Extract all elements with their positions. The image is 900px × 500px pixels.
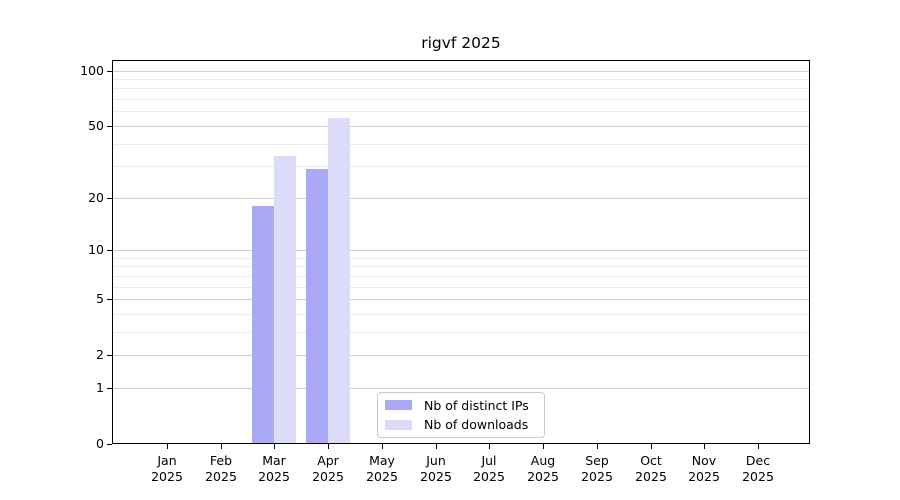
x-tick-label: May 2025: [366, 453, 398, 484]
x-tick: [221, 444, 222, 449]
x-tick: [704, 444, 705, 449]
x-tick: [758, 444, 759, 449]
x-tick-label: Oct 2025: [635, 453, 667, 484]
gridline-major: [113, 388, 809, 389]
legend-item-distinct-ips: Nb of distinct IPs: [385, 397, 537, 414]
y-tick: [107, 198, 112, 199]
gridline-major: [113, 126, 809, 127]
y-tick-label: 2: [96, 347, 104, 362]
gridline-minor: [113, 99, 809, 100]
x-tick: [167, 444, 168, 449]
x-tick-label: Feb 2025: [205, 453, 237, 484]
bar-downloads: [328, 118, 350, 443]
legend-label-distinct-ips: Nb of distinct IPs: [424, 397, 529, 413]
gridline-minor: [113, 314, 809, 315]
x-tick-label: Mar 2025: [258, 453, 290, 484]
plot-area-border: [112, 60, 810, 444]
gridline-major: [113, 355, 809, 356]
legend-swatch-distinct-ips: [385, 400, 412, 411]
legend-swatch-downloads: [385, 419, 412, 430]
x-tick-label: Jul 2025: [473, 453, 505, 484]
gridline-minor: [113, 287, 809, 288]
x-tick: [543, 444, 544, 449]
gridline-major: [113, 198, 809, 199]
x-tick-label: Dec 2025: [742, 453, 774, 484]
legend: Nb of distinct IPs Nb of downloads: [377, 392, 545, 438]
y-tick-label: 100: [80, 63, 104, 78]
gridline-minor: [113, 266, 809, 267]
gridline-minor: [113, 144, 809, 145]
x-tick-label: Aug 2025: [527, 453, 559, 484]
bar-downloads: [274, 156, 296, 443]
bar-distinct-ips: [252, 206, 274, 443]
y-tick: [107, 355, 112, 356]
chart-title: rigvf 2025: [421, 34, 501, 52]
gridline-major: [113, 71, 809, 72]
y-tick-label: 50: [88, 118, 104, 133]
x-tick: [489, 444, 490, 449]
gridline-minor: [113, 88, 809, 89]
y-tick: [107, 126, 112, 127]
legend-label-downloads: Nb of downloads: [424, 417, 529, 433]
x-tick: [328, 444, 329, 449]
gridline-minor: [113, 111, 809, 112]
gridline-major: [113, 299, 809, 300]
y-tick: [107, 388, 112, 389]
x-tick: [274, 444, 275, 449]
gridline-minor: [113, 332, 809, 333]
x-tick: [651, 444, 652, 449]
gridline-minor: [113, 166, 809, 167]
y-tick: [107, 71, 112, 72]
gridline-minor: [113, 276, 809, 277]
y-tick: [107, 444, 112, 445]
y-tick-label: 0: [96, 436, 104, 451]
x-tick-label: Nov 2025: [688, 453, 720, 484]
y-tick: [107, 250, 112, 251]
y-tick: [107, 299, 112, 300]
y-tick-label: 20: [88, 190, 104, 205]
x-tick: [436, 444, 437, 449]
x-tick-label: Jun 2025: [420, 453, 452, 484]
gridline-major: [113, 250, 809, 251]
x-tick: [597, 444, 598, 449]
gridline-minor: [113, 258, 809, 259]
y-tick-label: 5: [96, 291, 104, 306]
gridline-minor: [113, 79, 809, 80]
y-tick-label: 1: [96, 380, 104, 395]
bar-distinct-ips: [306, 169, 328, 443]
x-tick-label: Jan 2025: [151, 453, 183, 484]
x-tick: [382, 444, 383, 449]
legend-item-downloads: Nb of downloads: [385, 417, 537, 434]
x-tick-label: Apr 2025: [312, 453, 344, 484]
x-tick-label: Sep 2025: [581, 453, 613, 484]
y-tick-label: 10: [88, 242, 104, 257]
